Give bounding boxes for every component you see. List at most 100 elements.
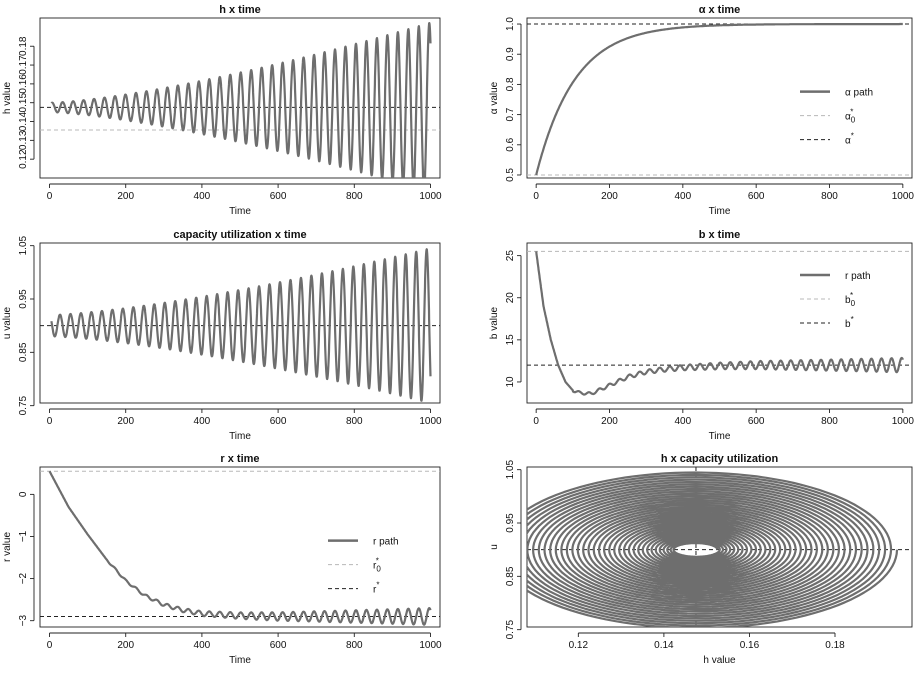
x-tick-label: 800: [821, 416, 838, 427]
chart-panel-p3: capacity utilization x time 0 200 400 600 800…: [2, 229, 442, 442]
x-tick-label: 400: [194, 640, 211, 651]
x-tick-label: 400: [674, 191, 691, 202]
plot-area: [40, 248, 440, 402]
x-tick-label: 0.16: [740, 640, 760, 651]
x-tick-label: 0.18: [825, 640, 845, 651]
chart-title: capacity utilization x time: [173, 229, 306, 241]
legend-label-base: r: [373, 561, 377, 572]
x-tick-label: 0: [533, 416, 539, 427]
plot-frame: [39, 466, 441, 628]
legend-label-superscript: *: [851, 315, 854, 324]
x-tick-label: 0.14: [654, 640, 674, 651]
legend-label-subscript: 0: [376, 565, 381, 574]
legend-label-base: b: [845, 319, 851, 330]
legend-item: α path: [800, 88, 873, 99]
chart-panel-p6: h x capacity utilization 0.12 0.14 0.16 0.18…: [489, 453, 913, 666]
x-tick-label: 600: [748, 191, 765, 202]
legend-label-base: b: [845, 295, 851, 306]
legend-label-base: r: [373, 585, 377, 596]
x-tick-label: 1000: [419, 416, 442, 427]
x-tick-label: 400: [674, 416, 691, 427]
legend-label-base: r path: [373, 537, 399, 548]
chart-panel-p2: α x time 0 200 400 600 800 1000 Time 0.5 0.6 0.7 0.…: [489, 4, 914, 217]
x-tick-label: 1000: [419, 191, 442, 202]
x-tick-label: 400: [194, 191, 211, 202]
y-tick-label: 0.85: [18, 342, 29, 362]
legend-label-base: r path: [845, 271, 871, 282]
x-tick-label: 800: [346, 191, 363, 202]
legend-label: α*: [845, 132, 854, 147]
legend-item: b0*: [800, 291, 856, 308]
plot-area: [40, 22, 440, 178]
x-tick-label: 600: [270, 640, 287, 651]
y-tick-label: 0.75: [505, 619, 516, 639]
legend-label: b0*: [845, 291, 856, 308]
plot-frame: [39, 17, 441, 179]
x-axis-label: Time: [229, 655, 251, 666]
plot-area: [527, 250, 912, 396]
y-tick-label: 1.05: [505, 459, 516, 479]
y-tick-label: 15: [505, 334, 516, 346]
x-tick-label: 800: [346, 640, 363, 651]
y-tick-label: 1.05: [18, 235, 29, 255]
y-tick-label: 20: [505, 292, 516, 304]
x-tick-label: 0: [533, 191, 539, 202]
legend-item: b*: [800, 315, 854, 330]
legend-label: α path: [845, 88, 873, 99]
legend-label-superscript: *: [376, 581, 379, 590]
x-axis-label: Time: [229, 431, 251, 442]
x-tick-label: 600: [748, 416, 765, 427]
x-tick-label: 200: [117, 191, 134, 202]
y-tick-label: 0.15: [18, 93, 29, 113]
data-series-path: [48, 470, 432, 626]
y-tick-label: 10: [505, 376, 516, 388]
y-tick-label: 1.0: [505, 17, 516, 31]
legend-label-superscript: *: [376, 557, 379, 566]
data-series-path: [527, 471, 899, 627]
legend-item: r0*: [328, 557, 381, 574]
plot-area: [527, 22, 912, 176]
y-axis-label: u: [489, 544, 500, 550]
x-axis-label: h value: [703, 655, 736, 666]
y-tick-label: 0.8: [505, 77, 516, 91]
chart-panel-p5: r x time 0 200 400 600 800 1000 Time −3 −2 −1 0 r va…: [2, 453, 442, 666]
x-tick-label: 1000: [892, 191, 915, 202]
x-axis-label: Time: [709, 206, 731, 217]
legend-label-base: α: [845, 136, 851, 147]
y-tick-label: 0.13: [18, 130, 29, 150]
legend-label-base: α: [845, 112, 851, 123]
y-tick-label: 0.75: [18, 395, 29, 415]
y-axis-label: α value: [489, 81, 500, 114]
y-axis-label: h value: [2, 81, 13, 114]
legend-label: r path: [845, 271, 871, 282]
legend-label-subscript: 0: [851, 299, 856, 308]
x-tick-label: 800: [346, 416, 363, 427]
plot-area: [40, 470, 440, 626]
y-axis-label: b value: [489, 306, 500, 339]
y-tick-label: 0.6: [505, 137, 516, 151]
y-tick-label: 0.18: [18, 36, 29, 56]
chart-title: h x capacity utilization: [661, 453, 779, 465]
plot-area: [527, 467, 912, 627]
legend-item: r path: [800, 271, 871, 282]
data-series-path: [535, 22, 904, 176]
legend-label-base: α path: [845, 88, 873, 99]
x-tick-label: 600: [270, 416, 287, 427]
x-tick-label: 200: [117, 416, 134, 427]
chart-panel-p4: b x time 0 200 400 600 800 1000 Time 10 15 20 25 b v…: [489, 229, 914, 442]
x-tick-label: 0.12: [569, 640, 589, 651]
data-series-path: [50, 248, 432, 402]
x-axis-label: Time: [709, 431, 731, 442]
data-series-path: [535, 251, 904, 396]
x-tick-label: 400: [194, 416, 211, 427]
plot-frame: [39, 242, 441, 404]
y-tick-label: −3: [18, 615, 29, 627]
chart-title: h x time: [219, 4, 261, 16]
legend-label: r0*: [373, 557, 381, 574]
